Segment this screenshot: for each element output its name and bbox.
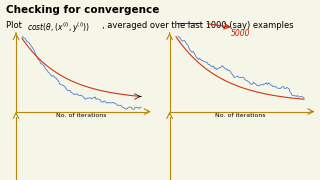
Text: , averaged over the last 1000 (say) examples: , averaged over the last 1000 (say) exam…: [102, 21, 294, 30]
X-axis label: No. of iterations: No. of iterations: [56, 113, 107, 118]
Text: Plot: Plot: [6, 21, 28, 30]
Text: $cost(\theta, (x^{(i)}, y^{(i)}))$: $cost(\theta, (x^{(i)}, y^{(i)}))$: [27, 21, 91, 35]
Text: 5000: 5000: [230, 29, 250, 38]
X-axis label: No. of iterations: No. of iterations: [215, 113, 265, 118]
Text: Checking for convergence: Checking for convergence: [6, 5, 160, 15]
